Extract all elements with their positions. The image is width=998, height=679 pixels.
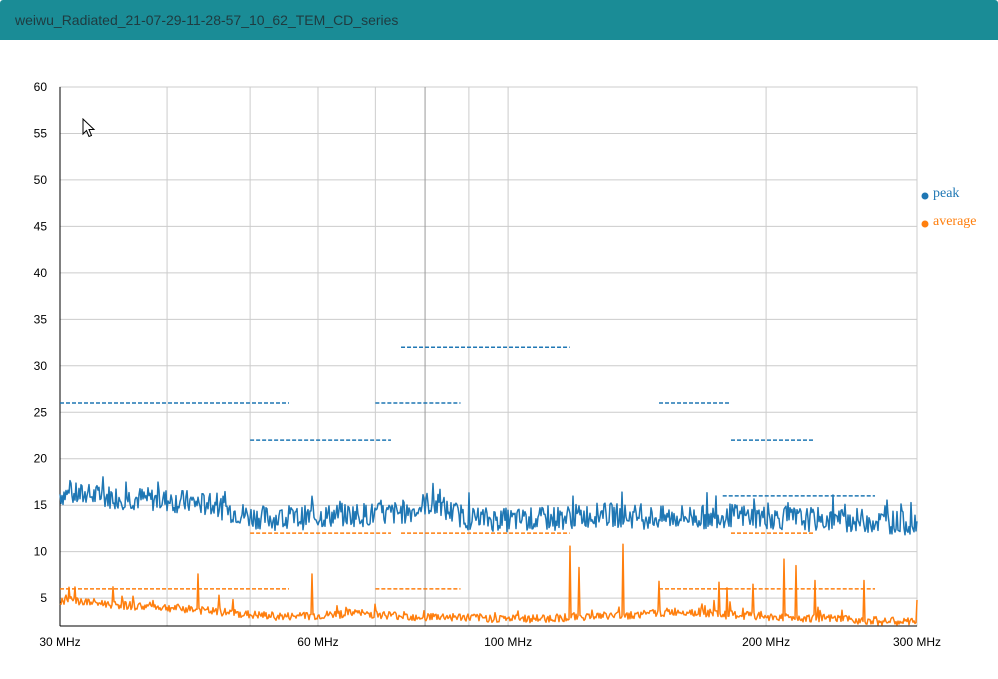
y-tick-label: 25 [34, 405, 48, 419]
series-group [59, 476, 918, 626]
title-bar: weiwu_Radiated_21-07-29-11-28-57_10_62_T… [0, 0, 998, 40]
window-title: weiwu_Radiated_21-07-29-11-28-57_10_62_T… [15, 12, 399, 28]
y-tick-label: 20 [34, 452, 48, 466]
peak-legend-marker [921, 192, 929, 200]
y-tick-label: 10 [34, 545, 48, 559]
y-tick-label: 35 [34, 312, 48, 326]
y-tick-label: 55 [34, 126, 48, 140]
peak-legend-label: peak [933, 186, 959, 201]
y-tick-label: 5 [40, 591, 47, 605]
axes: 5 10 15 20 25 30 35 40 45 50 55 60 30 MHz 60 MHz 100 M… [34, 80, 941, 649]
y-tick-label: 50 [34, 173, 48, 187]
y-tick-label: 30 [34, 359, 48, 373]
x-tick-label: 300 MHz [893, 635, 941, 649]
average-legend-marker [921, 220, 929, 228]
y-tick-label: 40 [34, 266, 48, 280]
y-tick-label: 45 [34, 219, 48, 233]
grid [59, 86, 918, 627]
average-trace [59, 543, 918, 626]
plot-frame [59, 86, 918, 627]
limit-lines [60, 346, 876, 590]
x-tick-label: 200 MHz [742, 635, 790, 649]
legend: peak average [921, 186, 977, 229]
peak-trace [59, 476, 918, 536]
x-tick-label: 60 MHz [297, 635, 338, 649]
x-tick-label: 30 MHz [39, 635, 80, 649]
average-legend-label: average [933, 214, 977, 229]
y-tick-label: 15 [34, 498, 48, 512]
x-tick-label: 100 MHz [484, 635, 532, 649]
mouse-pointer-icon [82, 118, 96, 138]
y-tick-label: 60 [34, 80, 48, 94]
